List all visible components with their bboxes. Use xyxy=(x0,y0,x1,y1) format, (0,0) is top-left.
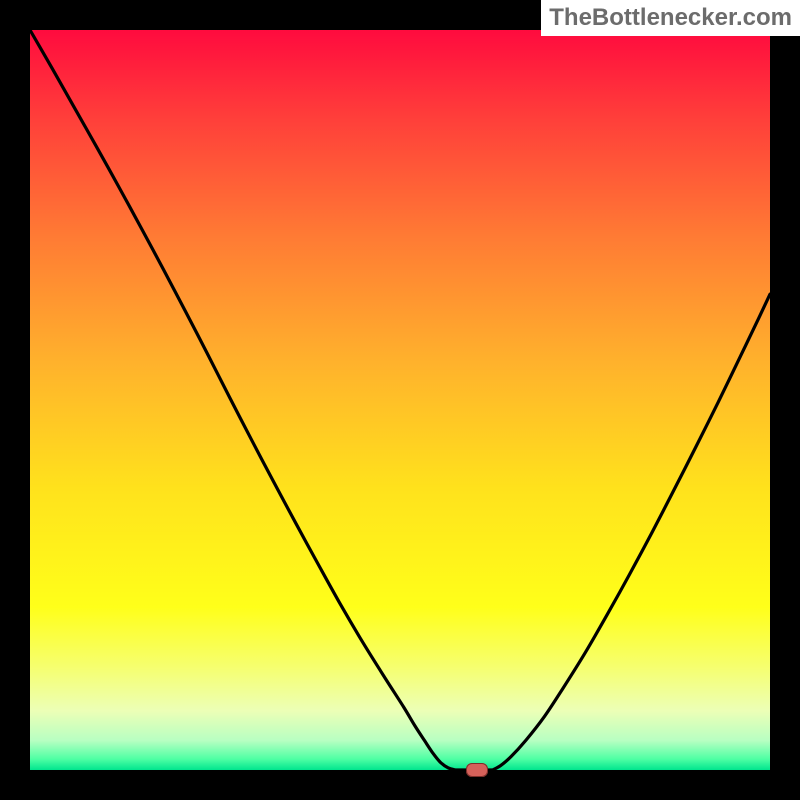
optimal-point-marker xyxy=(466,763,488,777)
attribution-label: TheBottlenecker.com xyxy=(541,0,800,36)
curve-layer xyxy=(30,30,770,770)
chart-root: TheBottlenecker.com xyxy=(0,0,800,800)
bottleneck-curve xyxy=(30,30,770,770)
plot-area xyxy=(30,30,770,770)
